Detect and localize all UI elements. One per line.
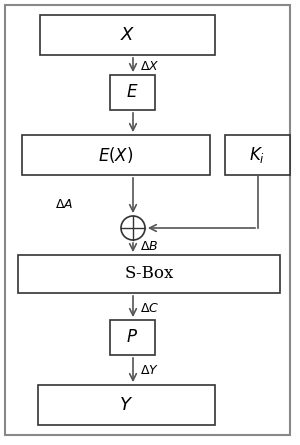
Text: $Y$: $Y$	[119, 396, 134, 414]
Text: $\Delta A$: $\Delta A$	[55, 198, 73, 211]
Bar	[110, 75, 155, 110]
Text: S-Box: S-Box	[124, 266, 174, 283]
Text: $X$: $X$	[120, 26, 135, 44]
Bar	[225, 135, 290, 175]
Bar	[40, 15, 215, 55]
Text: $P$: $P$	[127, 329, 139, 346]
Text: $\Delta C$: $\Delta C$	[140, 302, 159, 315]
Text: $\Delta B$: $\Delta B$	[140, 239, 158, 252]
Text: $\Delta X$: $\Delta X$	[140, 60, 159, 73]
Bar	[38, 385, 215, 425]
Text: $E(X)$: $E(X)$	[98, 145, 134, 165]
Text: $\Delta Y$: $\Delta Y$	[140, 364, 159, 377]
Text: $K_i$: $K_i$	[250, 145, 266, 165]
Bar	[22, 135, 210, 175]
Text: $E$: $E$	[126, 84, 139, 101]
Bar	[18, 255, 280, 293]
Bar	[110, 320, 155, 355]
Circle shape	[121, 216, 145, 240]
